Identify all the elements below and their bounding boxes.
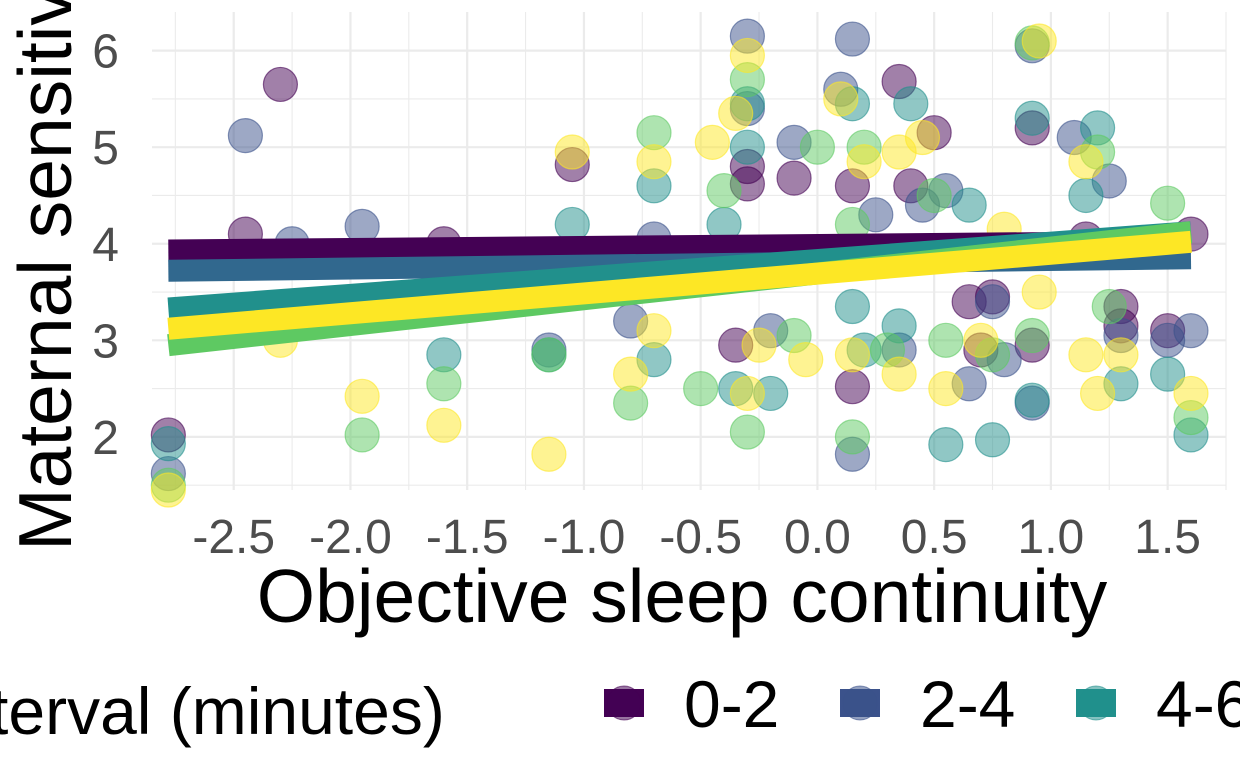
x-tick-label: 0.0 bbox=[784, 511, 851, 564]
legend-title: Interval (minutes) bbox=[0, 674, 445, 748]
data-point bbox=[1068, 177, 1104, 214]
data-point bbox=[1021, 274, 1057, 310]
data-point bbox=[1068, 337, 1104, 373]
data-point bbox=[150, 426, 186, 462]
data-point bbox=[846, 144, 882, 180]
data-point bbox=[974, 284, 1011, 320]
x-tick-label: 1.0 bbox=[1018, 511, 1085, 564]
data-point bbox=[1068, 144, 1104, 180]
data-point bbox=[928, 322, 964, 358]
x-tick-label: -2.0 bbox=[309, 511, 392, 564]
data-point bbox=[1103, 337, 1139, 373]
legend-entry-label: 2-4 bbox=[920, 667, 1015, 741]
fit-lines bbox=[167, 221, 1193, 357]
data-point bbox=[531, 436, 567, 472]
data-point bbox=[834, 337, 871, 373]
data-point bbox=[344, 378, 380, 414]
data-point bbox=[531, 337, 567, 373]
data-point bbox=[729, 414, 765, 450]
legend-key-point bbox=[842, 685, 878, 721]
data-point bbox=[150, 472, 186, 508]
data-point bbox=[1079, 375, 1116, 412]
data-point bbox=[683, 371, 719, 407]
y-tick-label: 6 bbox=[92, 26, 119, 79]
x-axis-title: Objective sleep continuity bbox=[257, 554, 1108, 638]
data-point bbox=[834, 419, 871, 455]
data-point bbox=[554, 134, 590, 170]
data-point bbox=[1150, 356, 1186, 392]
x-tick-label: 0.5 bbox=[901, 511, 968, 564]
data-point bbox=[718, 95, 754, 131]
y-tick-label: 3 bbox=[92, 315, 119, 368]
data-point bbox=[262, 66, 299, 103]
legend-key-point bbox=[1078, 685, 1114, 721]
legend-key-point bbox=[606, 685, 642, 721]
data-point bbox=[426, 366, 462, 402]
data-point bbox=[823, 81, 859, 117]
x-tick-label: -0.5 bbox=[659, 511, 742, 564]
y-tick-label: 4 bbox=[92, 219, 119, 272]
data-point bbox=[904, 119, 941, 156]
data-point bbox=[1150, 185, 1186, 221]
data-point bbox=[881, 356, 917, 392]
fit-line bbox=[167, 230, 1192, 340]
legend-entry-label: 0-2 bbox=[684, 667, 779, 741]
data-point bbox=[1173, 375, 1209, 412]
data-point bbox=[834, 288, 871, 325]
y-axis-ticks: 2 3 4 5 6 bbox=[92, 26, 119, 465]
data-point bbox=[344, 417, 380, 453]
data-point bbox=[834, 21, 871, 57]
data-point bbox=[1014, 100, 1050, 136]
x-tick-label: 1.5 bbox=[1134, 511, 1201, 564]
y-axis-title: Maternal sensitivity bbox=[3, 0, 87, 551]
data-point bbox=[1014, 382, 1050, 418]
data-point bbox=[741, 327, 777, 363]
data-point bbox=[893, 86, 929, 122]
data-point bbox=[426, 407, 462, 443]
data-point bbox=[1021, 23, 1057, 59]
data-point bbox=[636, 144, 672, 180]
data-point bbox=[613, 356, 649, 392]
data-point bbox=[694, 124, 730, 160]
legend-entry-label: 4-6 bbox=[1156, 667, 1240, 741]
data-point bbox=[928, 371, 964, 407]
data-point bbox=[1014, 317, 1050, 354]
x-tick-label: -2.5 bbox=[192, 511, 275, 564]
data-point bbox=[227, 118, 263, 154]
x-tick-label: -1.0 bbox=[543, 511, 626, 564]
data-point bbox=[788, 342, 824, 378]
data-point bbox=[729, 37, 765, 74]
data-point bbox=[916, 177, 952, 214]
y-tick-label: 5 bbox=[92, 122, 119, 175]
x-tick-label: -1.5 bbox=[426, 511, 509, 564]
data-point bbox=[951, 187, 987, 223]
data-point bbox=[799, 129, 836, 165]
data-point bbox=[834, 369, 871, 405]
data-point bbox=[963, 322, 999, 358]
legend: Interval (minutes) 0-22-44-66-88-10 bbox=[0, 667, 1240, 748]
data-point bbox=[928, 427, 964, 463]
data-point bbox=[729, 375, 765, 412]
data-point bbox=[706, 173, 742, 209]
x-axis-ticks: -2.5 -2.0 -1.5 -1.0 -0.5 0.0 0.5 1.0 1.5 bbox=[192, 511, 1201, 564]
data-point bbox=[1173, 313, 1209, 349]
data-point bbox=[1091, 288, 1127, 325]
data-point bbox=[776, 160, 812, 196]
data-point bbox=[636, 313, 672, 349]
y-tick-label: 2 bbox=[92, 412, 119, 465]
data-point bbox=[729, 129, 765, 165]
data-point bbox=[974, 422, 1011, 458]
